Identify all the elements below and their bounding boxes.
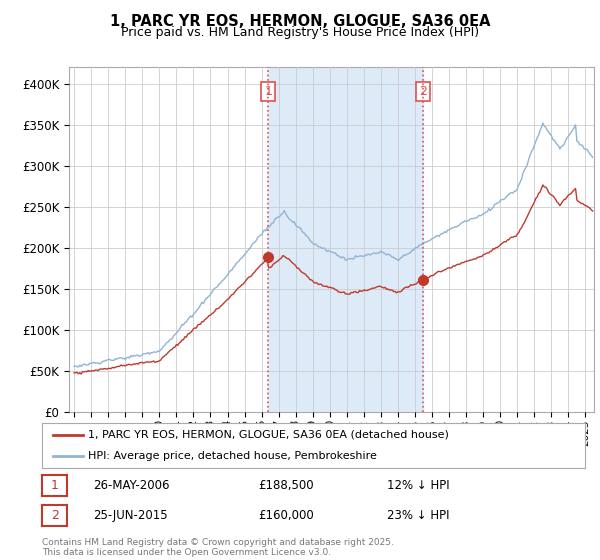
Text: 1: 1 <box>50 479 59 492</box>
Text: Contains HM Land Registry data © Crown copyright and database right 2025.
This d: Contains HM Land Registry data © Crown c… <box>42 538 394 557</box>
Text: £188,500: £188,500 <box>258 479 314 492</box>
Text: 12% ↓ HPI: 12% ↓ HPI <box>387 479 449 492</box>
Text: 25-JUN-2015: 25-JUN-2015 <box>93 508 167 522</box>
Text: Price paid vs. HM Land Registry's House Price Index (HPI): Price paid vs. HM Land Registry's House … <box>121 26 479 39</box>
Text: 26-MAY-2006: 26-MAY-2006 <box>93 479 170 492</box>
Text: HPI: Average price, detached house, Pembrokeshire: HPI: Average price, detached house, Pemb… <box>88 450 377 460</box>
Text: 23% ↓ HPI: 23% ↓ HPI <box>387 508 449 522</box>
Text: 2: 2 <box>419 85 427 99</box>
Text: 1: 1 <box>265 85 272 99</box>
Text: 2: 2 <box>50 509 59 522</box>
Text: 1, PARC YR EOS, HERMON, GLOGUE, SA36 0EA: 1, PARC YR EOS, HERMON, GLOGUE, SA36 0EA <box>110 14 490 29</box>
Text: £160,000: £160,000 <box>258 508 314 522</box>
Text: 1, PARC YR EOS, HERMON, GLOGUE, SA36 0EA (detached house): 1, PARC YR EOS, HERMON, GLOGUE, SA36 0EA… <box>88 430 449 440</box>
Bar <box>268 67 423 412</box>
